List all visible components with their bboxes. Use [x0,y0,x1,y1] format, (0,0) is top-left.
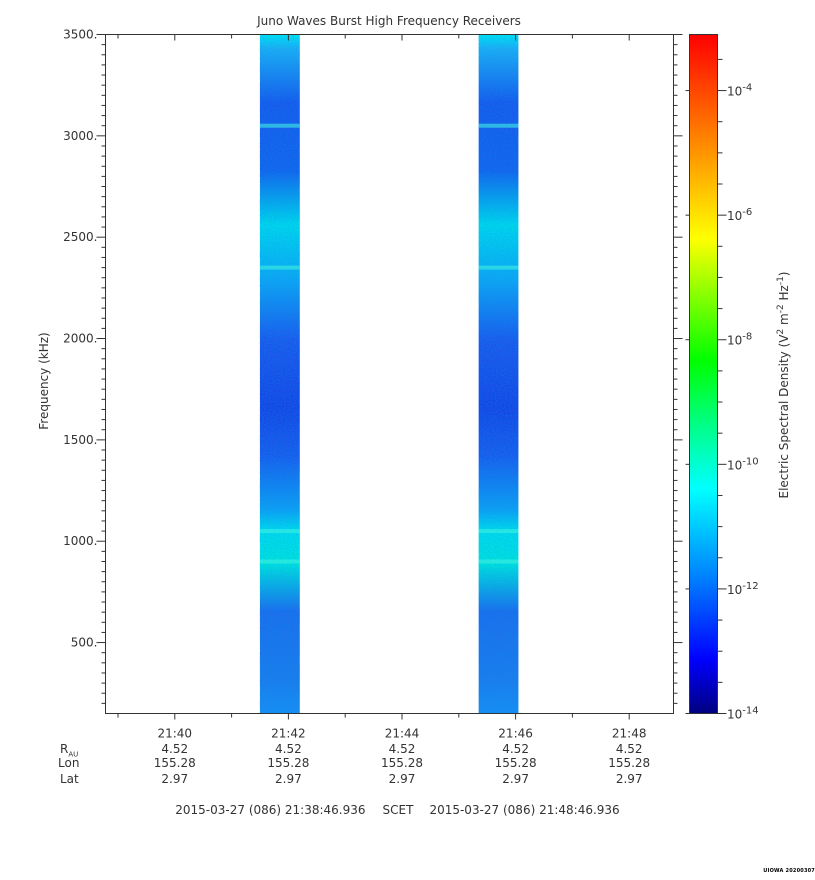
time-range: 2015-03-27 (086) 21:38:46.936 SCET 2015-03… [160,789,620,831]
ephemeris-cell: 2.97 [502,772,529,786]
ephemeris-cell: 4.52 [161,742,189,756]
colorbar-tick-label: 10-14 [727,706,759,722]
burst-bright-band [259,123,300,128]
y-tick-label: 1500. [63,433,97,447]
burst-bright-band [478,265,519,270]
burst-band-2 [478,35,519,713]
burst-bright-band [478,559,519,564]
ephemeris-cell: 155.28 [153,756,196,770]
colorbar-tick-label: 10-6 [727,207,752,223]
x-tick-label: 21:42 [271,727,306,741]
burst-bright-band [478,529,519,534]
y-tick-label: 500. [71,636,98,650]
plot-frame [105,34,674,714]
time-range-end: 2015-03-27 (086) 21:48:46.936 [429,803,620,817]
colorbar-scale [689,34,718,714]
plot-area: 500. 1000. 1500. 2000. 2500. 3000. 3500. 21:40… [63,28,683,741]
burst-bright-band [259,265,300,270]
ephemeris-cell: 155.28 [267,756,310,770]
colorbar-label: Electric Spectral Density (V2 m-2 Hz-1) [776,271,791,498]
ephemeris-cell: 2.97 [161,772,189,786]
ephemeris-cell: 4.52 [388,742,416,756]
colorbar-tick-label: 10-8 [727,332,752,348]
x-tick-label: 21:48 [612,727,647,741]
y-tick-label: 2000. [63,332,97,346]
colorbar-tick-label: 10-10 [727,456,759,472]
y-tick-label: 2500. [63,230,97,244]
ephemeris-cell: 2.97 [388,772,416,786]
colorbar: 10-4 10-6 10-8 10-10 10-12 10-14 Electric Spe… [685,34,791,722]
ephemeris-cell: 4.52 [502,742,529,756]
x-tick-label: 21:46 [498,727,533,741]
ephemeris-cell: 4.52 [615,742,643,756]
ephemeris-cell: 2.97 [615,772,643,786]
y-tick-label: 3500. [63,28,97,42]
burst-bright-band [259,529,300,534]
ephemeris-cell: 155.28 [380,756,423,770]
burst-bright-band [478,123,519,128]
chart-title: Juno Waves Burst High Frequency Receiver… [256,14,521,28]
ephemeris-label-lat: Lat [60,772,79,786]
ephemeris-cell: 2.97 [275,772,302,786]
x-tick-label: 21:44 [385,727,420,741]
ephemeris-label-lon: Lon [58,756,80,770]
y-tick-label: 3000. [63,129,97,143]
y-tick-label: 1000. [63,534,97,548]
burst-bright-band [259,559,300,564]
burst-band-1 [259,35,300,713]
time-range-label: SCET [382,803,414,817]
ephemeris-label-r: RAU [60,742,79,759]
ephemeris-cell: 4.52 [275,742,302,756]
credit-stamp: UIOWA 20200307 [763,868,815,874]
x-tick-label: 21:40 [157,727,192,741]
ephemeris-table: RAU Lon Lat 4.52 4.52 4.52 4.52 4.52 155.28 15… [58,742,651,817]
ephemeris-cell: 155.28 [494,756,537,770]
colorbar-tick-label: 10-12 [727,581,759,597]
ephemeris-cell: 155.28 [608,756,651,770]
colorbar-tick-label: 10-4 [727,83,752,99]
time-range-start: 2015-03-27 (086) 21:38:46.936 [175,803,366,817]
y-axis-label: Frequency (kHz) [37,332,51,429]
